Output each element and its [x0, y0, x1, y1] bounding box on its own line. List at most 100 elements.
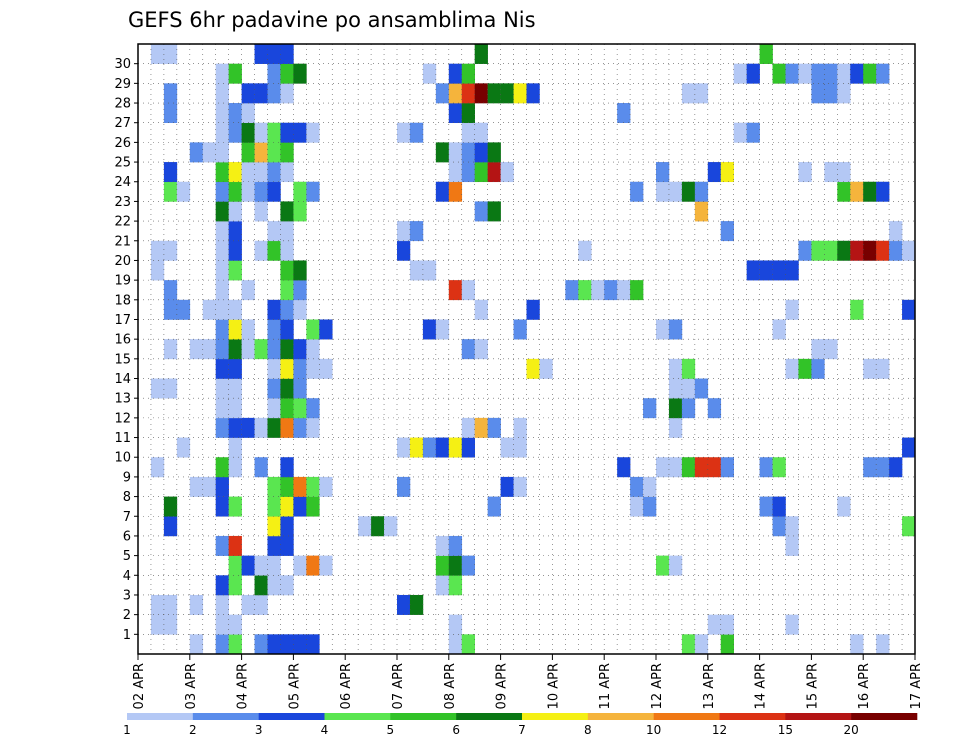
heatmap-cell — [228, 634, 242, 655]
heatmap-cell — [681, 634, 696, 655]
heatmap-cell — [435, 319, 450, 340]
heatmap-cell — [824, 83, 838, 104]
heatmap-cell — [448, 575, 463, 596]
heatmap-cell — [681, 181, 696, 202]
heatmap-cell — [539, 358, 553, 379]
colorbar-swatch — [522, 713, 589, 720]
heatmap-cell — [280, 398, 294, 419]
heatmap-cell — [694, 378, 709, 399]
colorbar-label: 4 — [321, 723, 329, 737]
heatmap-cell — [435, 437, 450, 458]
heatmap-cell — [811, 358, 825, 379]
heatmap-cell — [448, 83, 463, 104]
heatmap-cell — [681, 378, 696, 399]
colorbar-label: 5 — [387, 723, 395, 737]
y-tick-label: 16 — [114, 333, 131, 348]
heatmap-cell — [241, 142, 255, 163]
y-tick-label: 18 — [114, 293, 131, 308]
heatmap-cell — [630, 280, 644, 301]
heatmap-cell — [526, 83, 540, 104]
heatmap-cell — [280, 319, 294, 340]
heatmap-cell — [889, 240, 903, 261]
heatmap-cell — [474, 417, 488, 438]
heatmap-cell — [668, 378, 683, 399]
x-tick-label: 06 APR — [339, 663, 354, 709]
heatmap-cell — [215, 122, 229, 143]
heatmap-cell — [241, 280, 255, 301]
heatmap-cell — [280, 44, 294, 64]
heatmap-cell — [228, 181, 242, 202]
heatmap-cell — [837, 63, 851, 84]
heatmap-cell — [215, 221, 229, 242]
heatmap-cell — [215, 378, 229, 399]
heatmap-cell — [617, 280, 631, 301]
x-tick-label: 17 APR — [909, 663, 924, 709]
heatmap-cell — [150, 44, 165, 64]
heatmap-cell — [254, 83, 268, 104]
heatmap-cell — [811, 83, 825, 104]
y-tick-label: 29 — [114, 77, 131, 92]
heatmap-cell — [487, 496, 501, 517]
heatmap-cell — [656, 457, 670, 478]
heatmap-cell — [863, 358, 877, 379]
heatmap-cell — [241, 417, 255, 438]
heatmap-cell — [759, 44, 773, 64]
heatmap-cell — [461, 122, 475, 143]
heatmap-cell — [280, 457, 294, 478]
heatmap-cell — [448, 614, 463, 635]
heatmap-cell — [267, 378, 281, 399]
y-tick-label: 8 — [123, 490, 131, 505]
heatmap-cell — [293, 417, 307, 438]
heatmap-cell — [215, 63, 229, 84]
heatmap-cell — [785, 614, 799, 635]
heatmap-cell — [902, 299, 916, 320]
heatmap-cell — [254, 594, 268, 615]
heatmap-cell — [280, 339, 294, 360]
x-tick-label: 09 APR — [495, 663, 510, 709]
heatmap-cell — [889, 457, 903, 478]
heatmap-cell — [293, 280, 307, 301]
heatmap-cell — [811, 339, 825, 360]
heatmap-cell — [772, 496, 786, 517]
colorbar-swatch — [587, 713, 654, 720]
heatmap-cell — [772, 457, 786, 478]
heatmap-cell — [409, 122, 424, 143]
heatmap-cell — [241, 319, 255, 340]
colorbar-swatch — [127, 713, 194, 720]
heatmap-cell — [513, 437, 527, 458]
x-tick-label: 07 APR — [391, 663, 406, 709]
heatmap-cell — [461, 280, 475, 301]
heatmap-cell — [397, 240, 411, 261]
heatmap-cell — [656, 319, 670, 340]
heatmap-cell — [798, 358, 812, 379]
heatmap-cells — [150, 44, 916, 655]
heatmap-cell — [461, 634, 475, 655]
heatmap-cell — [694, 634, 709, 655]
heatmap-cell — [280, 201, 294, 222]
heatmap-cell — [280, 83, 294, 104]
y-tick-label: 2 — [123, 608, 131, 623]
heatmap-cell — [319, 476, 333, 497]
y-tick-label: 25 — [114, 156, 131, 171]
heatmap-cell — [785, 260, 799, 281]
heatmap-cell — [306, 122, 320, 143]
heatmap-cell — [215, 339, 229, 360]
heatmap-cell — [720, 162, 734, 183]
heatmap-cell — [617, 103, 631, 124]
y-tick-label: 12 — [114, 411, 131, 426]
y-tick-label: 5 — [123, 549, 131, 564]
heatmap-cell — [707, 162, 722, 183]
heatmap-cell — [241, 555, 255, 576]
heatmap-cell — [474, 339, 488, 360]
heatmap-cell — [397, 437, 411, 458]
heatmap-cell — [694, 457, 709, 478]
heatmap-cell — [876, 240, 890, 261]
heatmap-cell — [643, 496, 657, 517]
heatmap-cell — [293, 358, 307, 379]
heatmap-cell — [228, 358, 242, 379]
y-tick-label: 14 — [114, 372, 131, 387]
heatmap-cell — [850, 240, 864, 261]
heatmap-cell — [772, 319, 786, 340]
heatmap-cell — [461, 417, 475, 438]
heatmap-cell — [215, 240, 229, 261]
